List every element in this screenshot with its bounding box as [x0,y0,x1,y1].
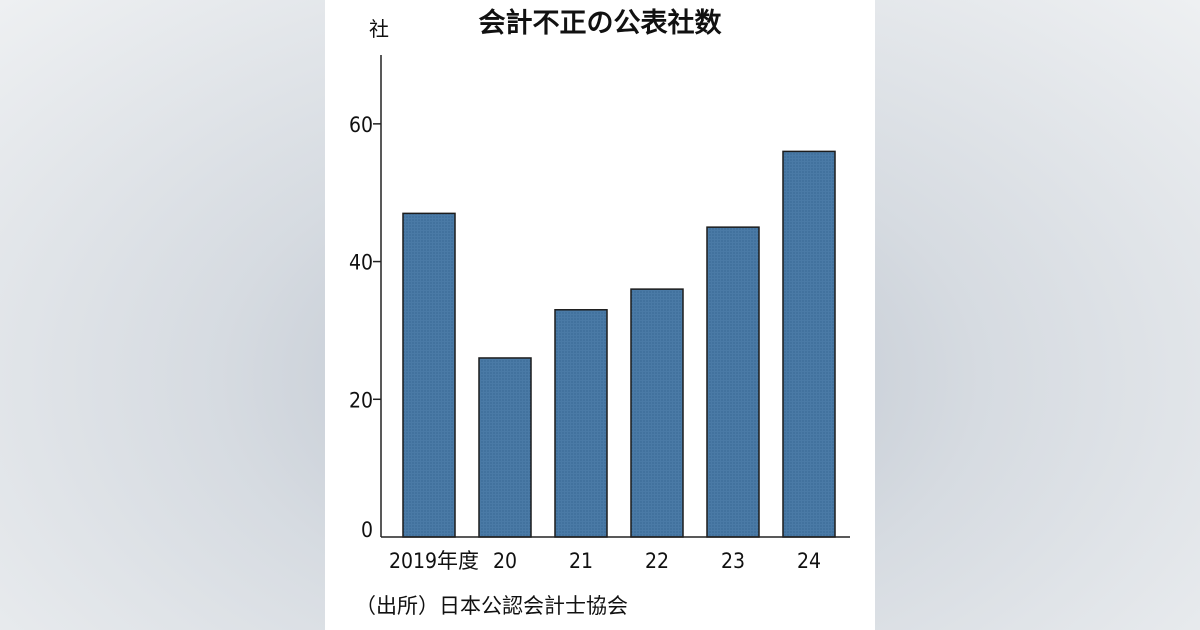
bar-4 [706,226,760,538]
bar-3 [630,288,684,538]
unit-label: 社 [369,17,389,41]
y-tick-label: 40 [349,251,373,275]
bars-group [402,150,836,538]
bar-chart: 社 会計不正の公表社数 0 20 40 60 2019年度 20 21 22 23 24 （出所… [349,7,850,618]
y-axis: 0 20 40 60 [349,55,382,542]
chart-title: 会計不正の公表社数 [479,7,723,39]
x-tick-label: 2019年度 [389,549,479,573]
x-tick-label: 21 [569,549,593,573]
chart-card: 社 会計不正の公表社数 0 20 40 60 2019年度 20 21 22 23 24 （出所… [325,0,875,630]
y-tick-label: 0 [361,518,373,542]
x-tick-label: 24 [797,549,821,573]
x-tick-label: 23 [721,549,745,573]
x-tick-label: 20 [493,549,517,573]
y-tick-label: 20 [349,388,373,412]
x-tick-label: 22 [645,549,669,573]
source-note: （出所）日本公認会計士協会 [355,594,628,618]
bar-0 [402,212,456,538]
bar-1 [478,357,532,538]
bar-5 [782,150,836,538]
bar-2 [554,309,608,538]
y-tick-label: 60 [349,113,373,137]
x-axis: 2019年度 20 21 22 23 24 [381,536,850,573]
